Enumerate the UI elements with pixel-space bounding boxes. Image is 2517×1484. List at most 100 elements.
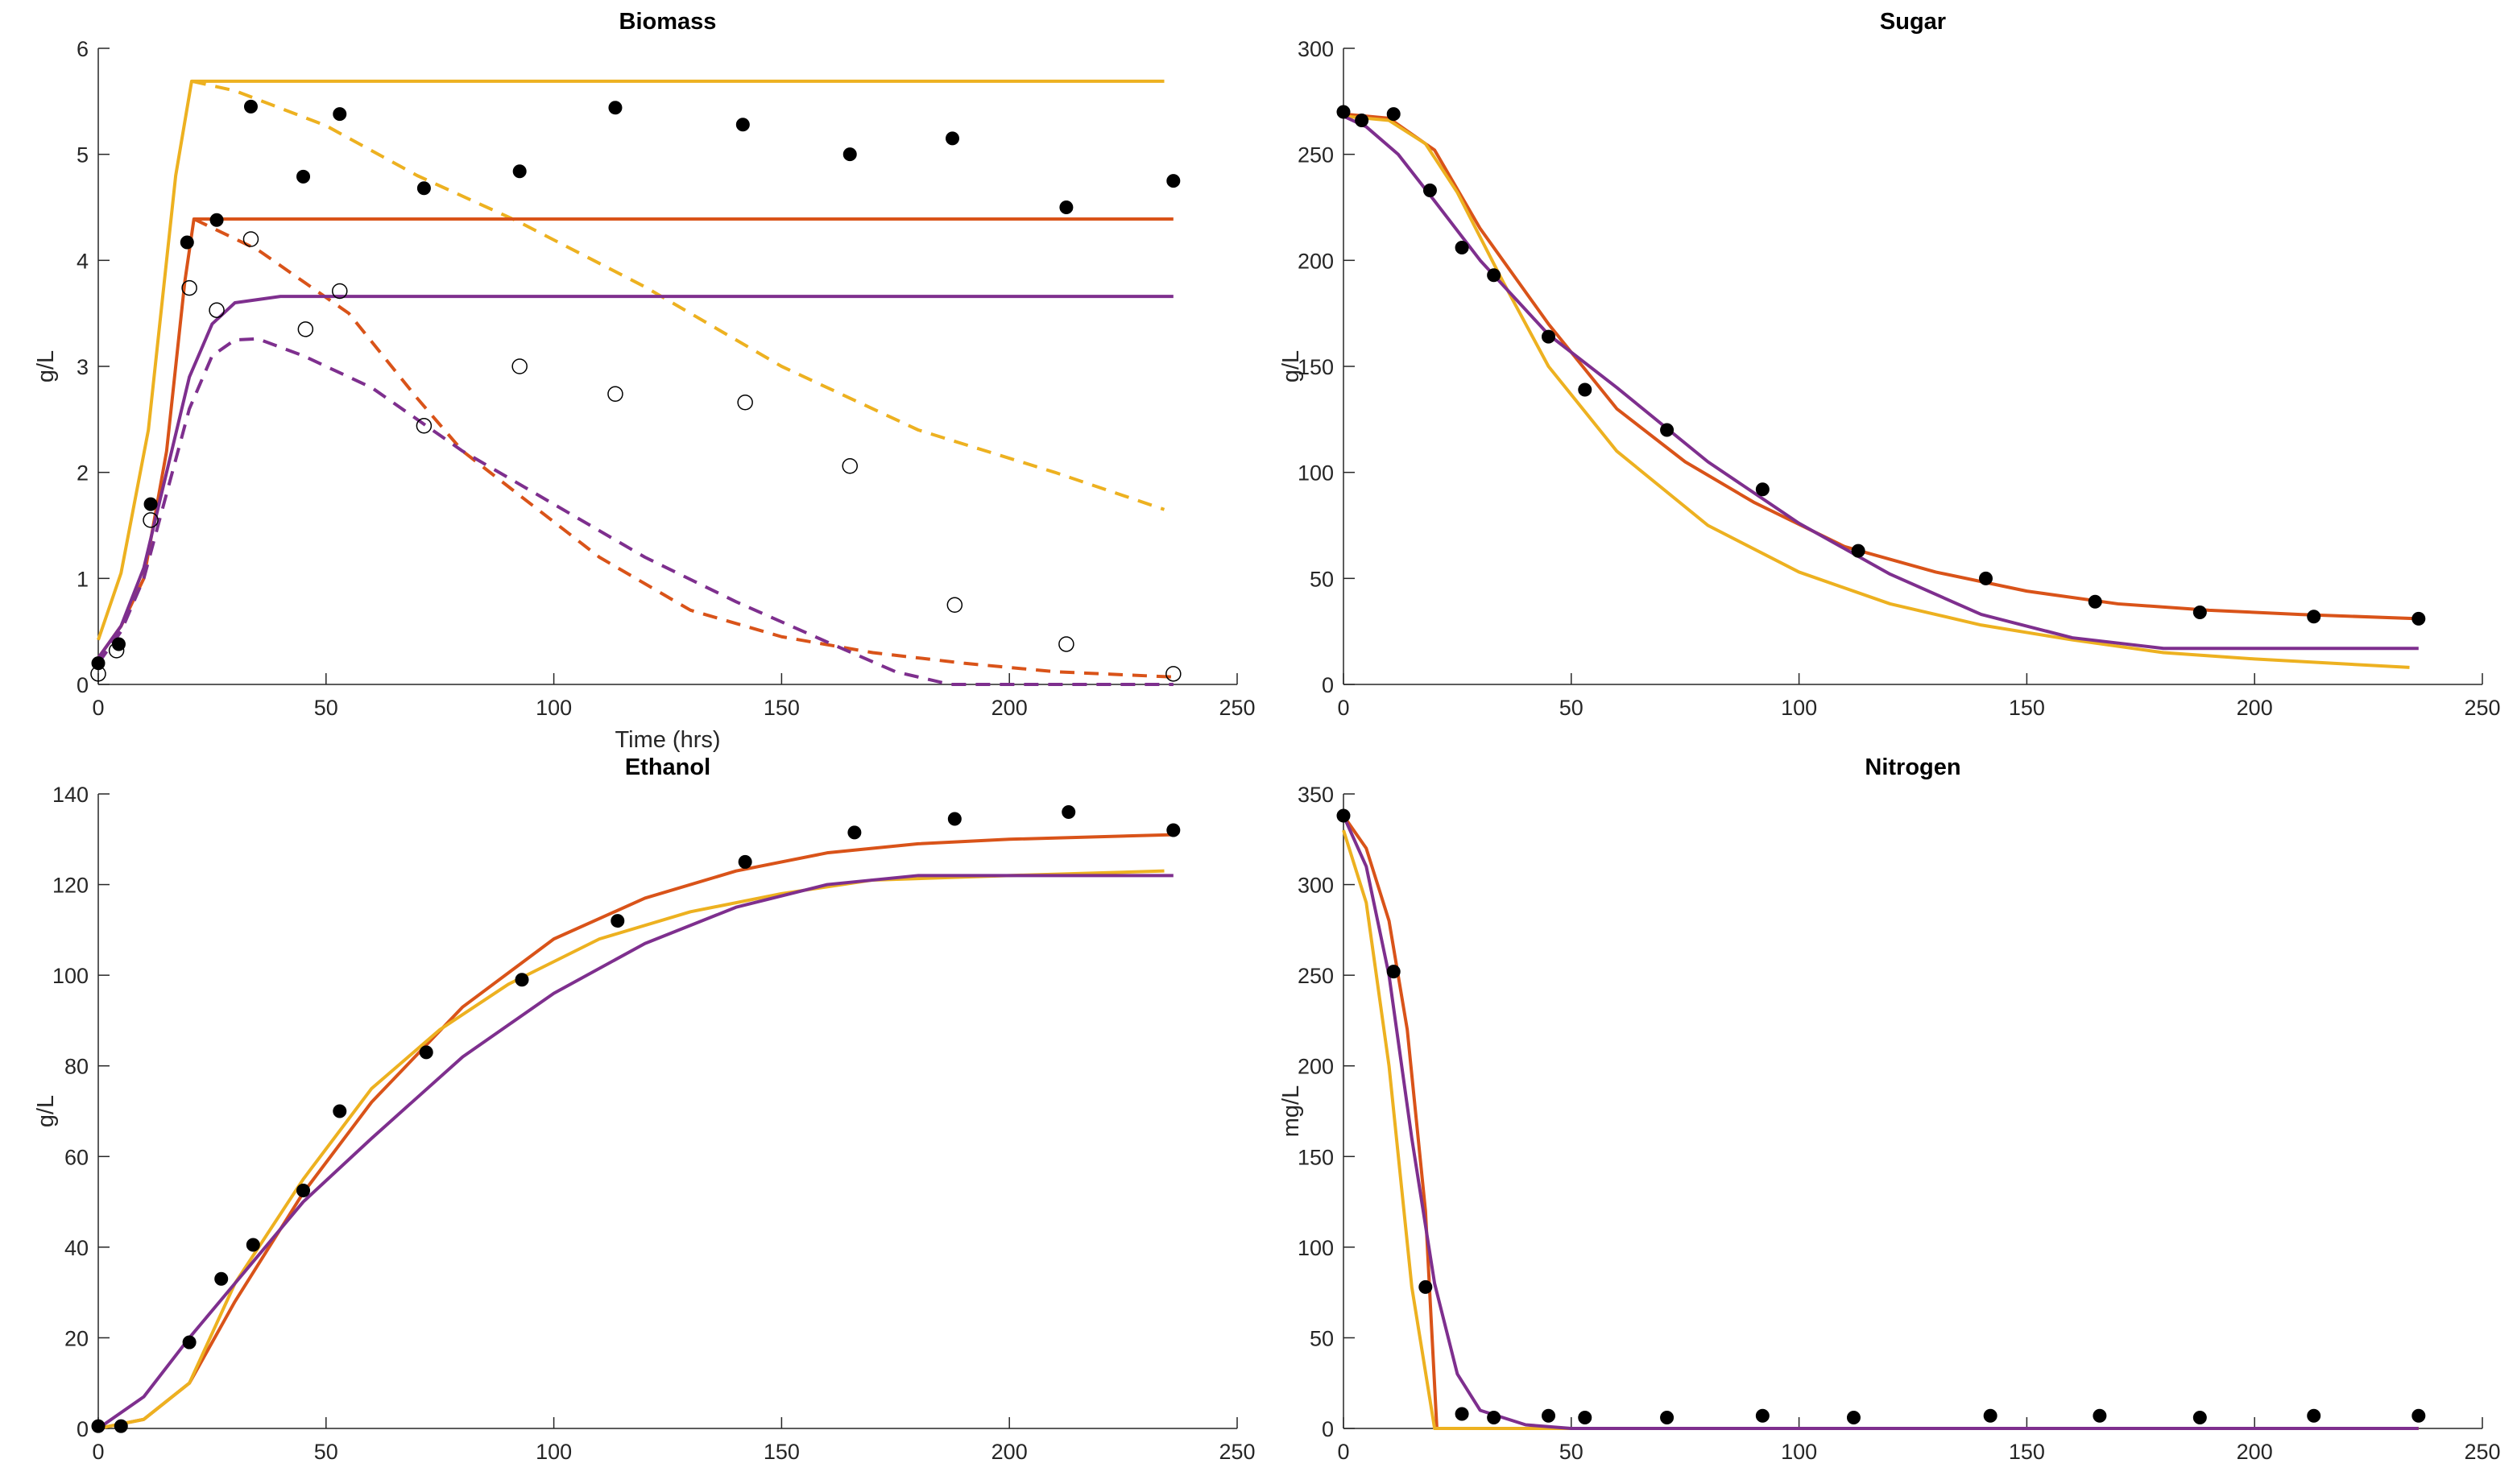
series-line-yellow	[1343, 114, 2410, 669]
data-point-filled	[1755, 1408, 1770, 1423]
data-point-filled	[1422, 183, 1437, 197]
data-point-filled	[91, 1419, 106, 1433]
data-point-filled	[2093, 1408, 2107, 1423]
data-point-filled	[1755, 482, 1770, 497]
data-point-filled	[738, 854, 752, 869]
y-tick-label: 250	[1298, 964, 1334, 988]
y-tick-label: 0	[77, 1417, 89, 1441]
data-point-filled	[1983, 1408, 1997, 1423]
data-point-filled	[296, 1184, 311, 1197]
y-tick-label: 50	[1310, 567, 1334, 591]
x-tick-label: 150	[2009, 696, 2045, 720]
series-line-yellow-dashed	[191, 79, 1165, 511]
series-line-orange	[97, 833, 1174, 1430]
chart-biomass: 0 50 100 150 200 250 0 1 2 3 4 5 6 Biomass g/L Time (hr…	[33, 9, 1256, 753]
x-tick-label: 150	[2009, 1440, 2045, 1464]
data-point-filled	[333, 107, 347, 122]
data-point-filled	[419, 1045, 433, 1060]
y-tick-label: 300	[1298, 874, 1334, 898]
data-point-filled	[296, 169, 311, 184]
y-tick-label: 120	[52, 874, 89, 898]
y-tick-label: 200	[1298, 1055, 1334, 1079]
data-point-filled	[2411, 1408, 2426, 1423]
data-point-filled	[1660, 423, 1675, 437]
data-point-filled	[1455, 1407, 1469, 1421]
series-line-orange	[1343, 112, 2419, 621]
data-point-filled	[1336, 808, 1351, 823]
y-tick-label: 80	[64, 1055, 89, 1079]
data-point-filled	[1455, 241, 1469, 255]
y-axis-label: g/L	[33, 1095, 59, 1127]
chart-title: Ethanol	[625, 754, 710, 780]
series-line-purple	[1343, 114, 2419, 651]
data-point-filled	[2307, 610, 2321, 624]
x-tick-label: 250	[2464, 696, 2500, 720]
data-point-filled	[333, 1104, 347, 1118]
data-point-filled	[1660, 1410, 1675, 1424]
x-tick-label: 100	[536, 1440, 572, 1464]
data-point-filled	[1059, 200, 1074, 214]
series-line-purple	[1342, 815, 2419, 1430]
data-point-filled	[947, 812, 962, 826]
x-tick-label: 250	[2464, 1440, 2500, 1464]
data-point-filled	[2307, 1408, 2321, 1423]
x-tick-label: 0	[92, 696, 104, 720]
series-line-yellow	[1342, 829, 2419, 1430]
data-point-filled	[515, 973, 529, 987]
series-line-orange-dashed	[193, 217, 1174, 679]
data-point-open	[946, 597, 963, 613]
data-point-open	[737, 395, 753, 411]
y-tick-label: 100	[1298, 1236, 1334, 1260]
data-point-filled	[611, 914, 625, 928]
x-tick-label: 0	[1337, 1440, 1349, 1464]
y-tick-label: 1	[77, 567, 89, 591]
y-tick-label: 100	[1298, 461, 1334, 486]
data-point-open	[297, 321, 314, 337]
x-tick-label: 100	[1781, 1440, 1817, 1464]
data-point-filled	[2088, 594, 2102, 609]
x-tick-label: 50	[314, 1440, 338, 1464]
data-point-filled	[1062, 805, 1076, 820]
data-point-filled	[1166, 823, 1181, 837]
data-point-open	[1058, 636, 1074, 652]
data-point-open	[108, 643, 125, 659]
data-point-open	[1165, 666, 1182, 682]
data-point-open	[90, 666, 106, 682]
data-point-filled	[1418, 1279, 1433, 1294]
data-point-filled	[1336, 105, 1351, 119]
x-tick-label: 50	[1559, 696, 1583, 720]
data-point-filled	[1386, 107, 1401, 122]
data-point-open	[209, 302, 225, 318]
y-tick-label: 3	[77, 355, 89, 379]
x-tick-label: 100	[536, 696, 572, 720]
data-point-open	[416, 417, 433, 434]
x-tick-label: 50	[1559, 1440, 1583, 1464]
data-point-filled	[1487, 1410, 1501, 1424]
data-point-filled	[1578, 1410, 1592, 1424]
data-point-filled	[1846, 1410, 1861, 1424]
y-tick-label: 150	[1298, 1145, 1334, 1169]
x-tick-label: 250	[1219, 1440, 1255, 1464]
x-tick-label: 150	[764, 696, 800, 720]
series-line-purple-solid	[97, 295, 1174, 659]
data-point-filled	[735, 118, 750, 132]
y-tick-label: 350	[1298, 783, 1334, 807]
series-line-orange-solid	[97, 217, 1174, 659]
data-point-filled	[842, 147, 857, 162]
chart-title: Nitrogen	[1865, 754, 1960, 780]
data-point-filled	[2192, 605, 2207, 619]
y-tick-label: 5	[77, 143, 89, 167]
y-tick-label: 40	[64, 1236, 89, 1260]
data-point-open	[607, 386, 623, 402]
data-point-filled	[946, 131, 959, 146]
data-point-filled	[180, 235, 194, 250]
x-tick-label: 200	[2237, 1440, 2273, 1464]
data-point-filled	[246, 1238, 260, 1252]
data-point-filled	[214, 1271, 229, 1286]
data-point-filled	[143, 497, 158, 511]
y-tick-label: 200	[1298, 249, 1334, 273]
y-axis-label: g/L	[1278, 350, 1304, 382]
data-point-filled	[91, 656, 106, 671]
y-tick-label: 150	[1298, 355, 1334, 379]
data-point-filled	[2411, 611, 2426, 626]
